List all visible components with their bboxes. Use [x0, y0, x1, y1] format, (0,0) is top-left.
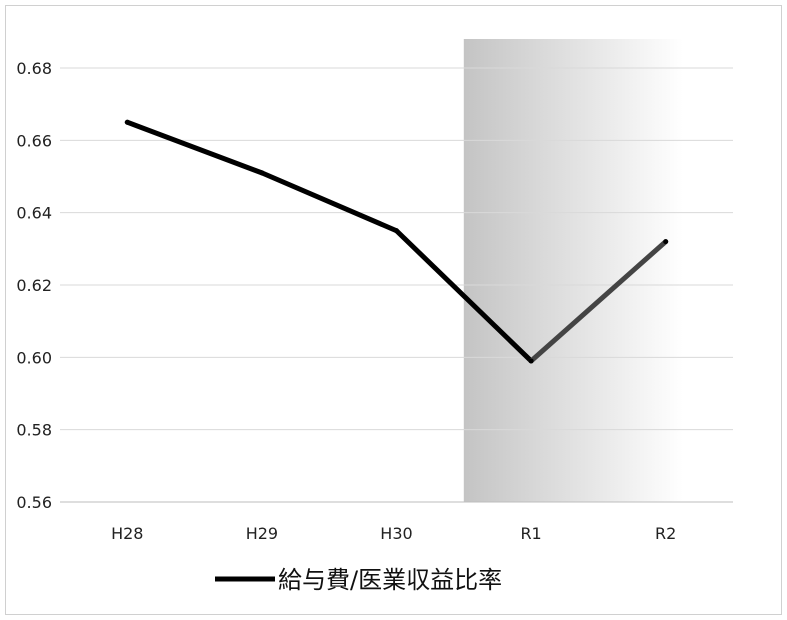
data-point [394, 228, 399, 234]
x-tick-label: H30 [380, 524, 412, 543]
data-point [259, 170, 265, 176]
series-line-segment [259, 170, 399, 234]
series-line-segment [124, 119, 265, 176]
data-point [663, 239, 669, 245]
y-tick-label: 0.68 [16, 59, 52, 78]
series-line-segment [394, 228, 534, 364]
data-point [528, 358, 534, 364]
y-tick-label: 0.56 [16, 493, 52, 512]
x-tick-label: H28 [111, 524, 143, 543]
y-tick-label: 0.58 [16, 421, 52, 440]
y-tick-label: 0.62 [16, 276, 52, 295]
data-point [124, 119, 130, 125]
x-tick-label: H29 [246, 524, 278, 543]
series-line-segment [528, 239, 669, 364]
y-tick-label: 0.60 [16, 348, 52, 367]
legend: 給与費/医業収益比率 [215, 566, 502, 594]
legend-label: 給与費/医業収益比率 [278, 566, 502, 594]
x-tick-label: R1 [520, 524, 541, 543]
x-tick-label: R2 [655, 524, 676, 543]
y-tick-label: 0.64 [16, 204, 52, 223]
y-tick-label: 0.66 [16, 131, 52, 150]
highlight-band [463, 39, 683, 502]
